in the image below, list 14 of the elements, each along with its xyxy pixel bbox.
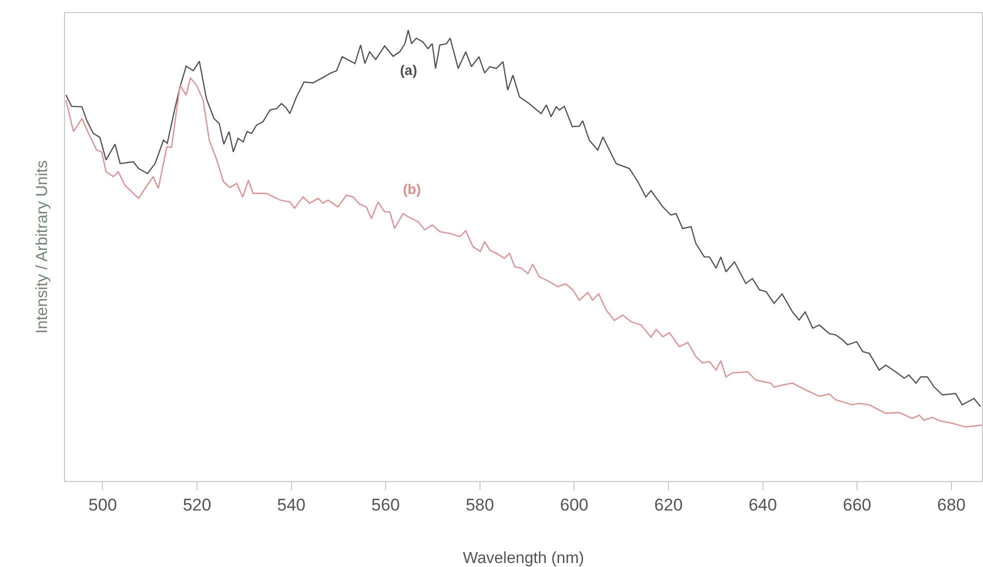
x-tick-label: 640 <box>748 495 777 514</box>
x-tick-label: 560 <box>371 495 400 514</box>
x-tick-label: 620 <box>654 495 683 514</box>
x-axis-title: Wavelength (nm) <box>462 550 584 567</box>
series-label: (a) <box>400 62 418 78</box>
x-tick-label: 680 <box>937 495 966 514</box>
x-tick-label: 540 <box>277 495 306 514</box>
series-label: (b) <box>403 181 421 197</box>
x-tick-label: 660 <box>842 495 872 514</box>
x-tick-label: 580 <box>466 495 494 514</box>
x-tick-label: 520 <box>182 495 212 514</box>
x-tick-label: 500 <box>88 495 117 514</box>
y-axis-title: Intensity / Arbitrary Units <box>34 160 51 334</box>
x-tick-label: 600 <box>560 495 588 514</box>
